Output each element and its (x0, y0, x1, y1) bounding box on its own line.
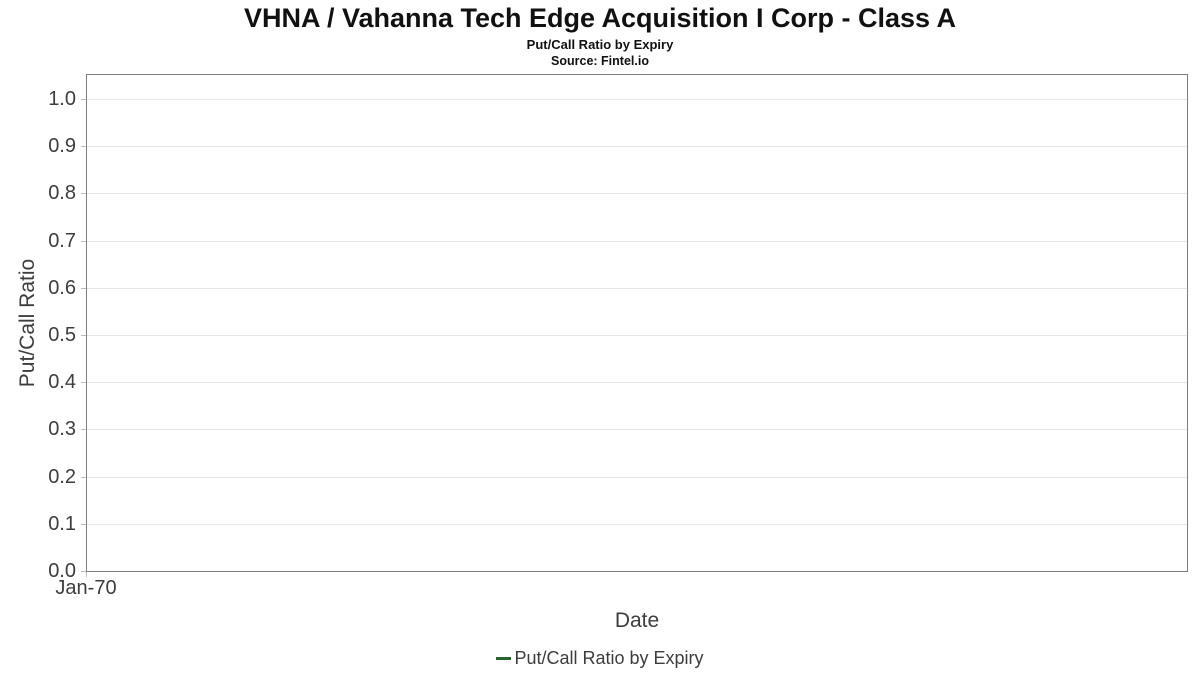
gridline-y-0.4 (87, 382, 1187, 384)
y-tick-label-1.0: 1.0 (48, 88, 76, 110)
legend-label: Put/Call Ratio by Expiry (514, 648, 704, 668)
y-tick-label-0.4: 0.4 (48, 371, 76, 394)
y-tick-label-0.8: 0.8 (48, 182, 76, 205)
x-tick-label: Jan-70 (55, 577, 117, 599)
y-tick-label-0.1: 0.1 (48, 512, 76, 535)
gridline-y-0.7 (87, 240, 1187, 242)
legend-line-marker (496, 657, 512, 660)
y-tick-label-0.6: 0.6 (48, 276, 76, 299)
y-tick-mark-0.0 (81, 571, 86, 572)
gridline-y-0.1 (87, 523, 1187, 525)
gridline-y-0.8 (87, 193, 1187, 195)
y-tick-mark-0.4 (81, 382, 86, 384)
gridline-y-0.3 (87, 429, 1187, 431)
chart-source: Source: Fintel.io (551, 54, 649, 68)
y-tick-label-0.7: 0.7 (48, 229, 76, 252)
y-tick-mark-0.3 (81, 429, 86, 431)
gridline-y-0.6 (87, 287, 1187, 289)
y-tick-mark-0.7 (81, 240, 86, 242)
gridline-y-0.2 (87, 476, 1187, 478)
y-tick-label-0.9: 0.9 (48, 135, 76, 158)
x-tick-mark (86, 572, 87, 577)
y-tick-mark-0.1 (81, 523, 86, 525)
y-tick-mark-0.8 (81, 193, 86, 195)
chart-header: VHNA / Vahanna Tech Edge Acquisition I C… (0, 0, 1200, 68)
gridline-y-0.9 (87, 146, 1187, 148)
y-tick-label-0.2: 0.2 (48, 465, 76, 488)
y-tick-mark-0.5 (81, 335, 86, 336)
x-axis-title: Date (614, 609, 660, 632)
y-tick-label-0.3: 0.3 (48, 418, 76, 441)
y-tick-mark-0.9 (81, 146, 86, 148)
plot-area (86, 74, 1188, 572)
y-tick-label-0.0: 0.0 (48, 560, 76, 582)
y-tick-label-0.5: 0.5 (48, 324, 76, 346)
y-tick-mark-0.6 (81, 287, 86, 289)
chart-title: VHNA / Vahanna Tech Edge Acquisition I C… (243, 3, 957, 33)
y-tick-mark-1.0 (81, 99, 86, 100)
y-tick-mark-0.2 (81, 476, 86, 478)
gridline-y-1.0 (87, 99, 1187, 100)
gridline-y-0.5 (87, 335, 1187, 336)
legend: Put/Call Ratio by Expiry (0, 648, 1200, 669)
chart-subtitle: Put/Call Ratio by Expiry (526, 37, 674, 52)
